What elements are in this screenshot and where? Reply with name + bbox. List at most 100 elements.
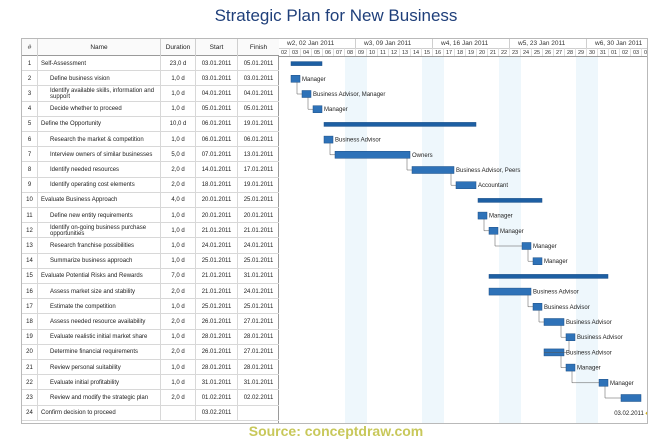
table-row[interactable]: 7 Interview owners of similar businesses 5… [22, 147, 279, 163]
column-header-start[interactable]: Start [196, 39, 238, 56]
column-header-finish[interactable]: Finish [249, 44, 268, 51]
weekend-band [587, 56, 598, 423]
table-row[interactable]: 17 Estimate the competition 1,0 d 25.01.201… [22, 299, 279, 315]
task-name: Self-Assessment [38, 56, 161, 72]
task-duration: 2,0 d [161, 284, 196, 300]
task-bar[interactable] [323, 135, 334, 144]
task-name: Evaluate Potential Risks and Rewards [38, 268, 161, 284]
task-bar[interactable] [477, 211, 488, 220]
task-start: 26.01.2011 [196, 344, 238, 360]
day-label: 08 [345, 48, 356, 56]
day-label: 13 [400, 48, 411, 56]
task-bar[interactable] [455, 181, 477, 189]
task-bar[interactable] [411, 166, 455, 174]
table-row[interactable]: 2 Define business vision 1,0 d 03.01.2011 03… [22, 71, 279, 87]
resource-label: Business Advisor [566, 320, 612, 326]
week-label: w6, 30 Jan 2011 [587, 39, 647, 48]
task-duration: 1,0 d [161, 208, 196, 224]
task-name: Identify on-going business purchase oppo… [38, 223, 161, 239]
task-name: Research the market & competition [38, 132, 161, 148]
day-label: 17 [444, 48, 455, 56]
summary-bar[interactable] [488, 274, 609, 279]
table-row[interactable]: 15 Evaluate Potential Risks and Rewards 7,… [22, 268, 279, 284]
summary-bar[interactable] [477, 198, 543, 203]
task-finish: 25.01.2011 [243, 258, 274, 265]
column-header-duration[interactable]: Duration [161, 39, 196, 56]
resource-label: Manager [489, 214, 513, 220]
task-bar[interactable] [598, 379, 609, 387]
task-bar[interactable] [565, 333, 576, 341]
task-number: 12 [22, 223, 38, 239]
table-row[interactable]: 24 Confirm decision to proceed 03.02.2011 [22, 405, 279, 421]
task-bar[interactable] [532, 303, 543, 311]
task-duration: 1,0 d [161, 223, 196, 239]
task-duration: 5,0 d [161, 147, 196, 163]
day-label: 15 [422, 48, 433, 56]
task-duration: 1,0 d [161, 238, 196, 254]
resource-label: Manager [544, 259, 568, 265]
day-label: 25 [532, 48, 543, 56]
task-duration [161, 405, 196, 421]
column-header-name[interactable]: Name [38, 39, 161, 56]
task-bar[interactable] [488, 287, 532, 296]
task-bar[interactable] [312, 105, 323, 113]
summary-bar[interactable] [323, 122, 477, 127]
day-label: 22 [499, 48, 510, 56]
day-label: 10 [367, 48, 378, 56]
task-number: 8 [22, 162, 38, 178]
day-label: 02 [620, 48, 631, 56]
task-duration: 1,0 d [161, 101, 196, 117]
task-bar[interactable] [334, 151, 411, 159]
table-row[interactable]: 19 Evaluate realistic initial market shar… [22, 329, 279, 345]
table-row[interactable]: 4 Decide whether to proceed 1,0 d 05.01.201… [22, 101, 279, 117]
task-duration: 10,0 d [161, 116, 196, 132]
task-start: 25.01.2011 [196, 299, 238, 315]
task-bar[interactable] [488, 227, 499, 235]
day-label: 26 [543, 48, 554, 56]
task-name: Define business vision [38, 71, 161, 87]
day-label: 16 [433, 48, 444, 56]
task-bar[interactable] [521, 242, 532, 250]
task-bar[interactable] [290, 75, 301, 83]
task-bar[interactable] [543, 318, 565, 326]
summary-bar[interactable] [290, 61, 323, 66]
table-row[interactable]: 1 Self-Assessment 23,0 d 03.01.2011 05.01.20… [22, 56, 279, 72]
task-name: Evaluate Business Approach [38, 192, 161, 208]
resource-label: Manager [577, 366, 601, 372]
table-row[interactable]: 5 Define the Opportunity 10,0 d 06.01.2011 1… [22, 116, 279, 132]
milestone-diamond[interactable] [645, 408, 648, 418]
task-bar[interactable] [301, 90, 312, 98]
task-bar[interactable] [532, 257, 543, 265]
task-name: Assess needed resource availability [38, 314, 161, 330]
task-finish: 17.01.2011 [243, 166, 274, 173]
column-header-num[interactable]: # [22, 39, 38, 56]
task-start: 21.01.2011 [196, 284, 238, 300]
task-bar[interactable] [620, 394, 642, 402]
table-row[interactable]: 11 Define new entity requirements 1,0 d 20.… [22, 208, 279, 224]
table-row[interactable]: 22 Evaluate initial profitability 1,0 d 31.… [22, 375, 279, 391]
task-bar[interactable] [565, 363, 576, 372]
task-finish: 20.01.2011 [243, 212, 274, 219]
table-row[interactable]: 9 Identify operating cost elements 2,0 d 18… [22, 177, 279, 193]
table-row[interactable]: 8 Identify needed resources 2,0 d 14.01.201… [22, 162, 279, 178]
table-row[interactable]: 10 Evaluate Business Approach 4,0 d 20.01.2… [22, 192, 279, 208]
task-finish: 31.01.2011 [243, 273, 274, 280]
weekend-band [345, 56, 356, 423]
table-row[interactable]: 12 Identify on-going business purchase op… [22, 223, 279, 239]
table-row[interactable]: 14 Summarize business approach 1,0 d 25.01.… [22, 253, 279, 269]
task-duration: 2,0 d [161, 162, 196, 178]
table-row[interactable]: 21 Review personal suitability 1,0 d 28.01.… [22, 360, 279, 376]
table-row[interactable]: 18 Assess needed resource availability 2,0… [22, 314, 279, 330]
task-number: 17 [22, 299, 38, 315]
task-name: Confirm decision to proceed [38, 405, 161, 421]
task-finish: 13.01.2011 [243, 151, 274, 158]
task-name: Assess market size and stability [38, 284, 161, 300]
table-row[interactable]: 23 Review and modify the strategic plan 2,… [22, 390, 279, 406]
table-row[interactable]: 3 Identify available skills, information … [22, 86, 279, 102]
task-finish: 28.01.2011 [243, 334, 274, 341]
day-label: 07 [334, 48, 345, 56]
